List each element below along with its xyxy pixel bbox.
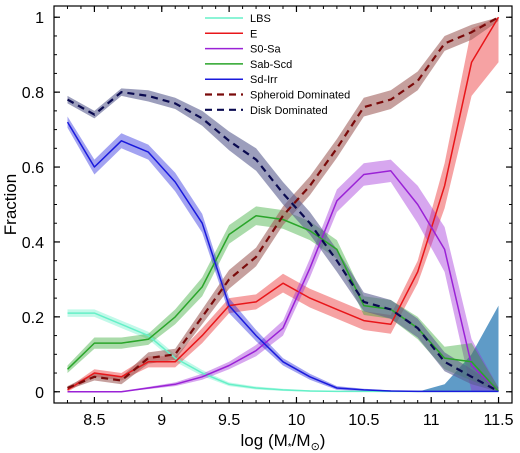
- x-tick-label: 11: [423, 412, 440, 429]
- x-axis-title-sub: *: [288, 442, 292, 453]
- y-tick-label: 0.8: [22, 85, 44, 102]
- legend-label: E: [250, 28, 257, 40]
- axis-ticks: 8.5 9 9.5 10 10.5 11 11.5 0 0.2 0.4 0.6 0.8 1: [22, 6, 514, 429]
- x-axis-title-sub: ⊙: [311, 441, 320, 453]
- series-line-s0-sa: [67, 170, 500, 393]
- x-tick-label: 8.5: [83, 412, 105, 429]
- legend-label: Disk Dominated: [250, 105, 328, 117]
- error-band-sd-irr: [67, 116, 499, 392]
- series-line-sd-irr: [66, 121, 499, 393]
- x-tick-label: 11.5: [484, 412, 514, 429]
- series-lines: [66, 16, 500, 393]
- y-tick-label: 0.4: [22, 235, 44, 252]
- x-axis-title-part: /M: [292, 431, 311, 450]
- legend-label: Spheroid Dominated: [250, 90, 350, 102]
- x-axis-title: log (M*/M⊙): [241, 431, 326, 453]
- x-axis-title-part: ): [320, 431, 326, 450]
- x-tick-label: 10.5: [348, 412, 379, 429]
- x-tick-label: 9.5: [218, 412, 240, 429]
- series-line-spheroid-dominated: [67, 16, 500, 390]
- y-tick-label: 0.6: [22, 160, 44, 177]
- legend-label: LBS: [250, 13, 271, 25]
- error-bands: [67, 17, 499, 392]
- plot-area: [66, 16, 500, 393]
- legend: LBS E S0-Sa Sab-Scd Sd-Irr Spheroid Dominated…: [205, 13, 350, 117]
- y-tick-label: 1: [35, 10, 44, 27]
- y-tick-label: 0: [35, 385, 44, 402]
- legend-label: Sd-Irr: [250, 74, 278, 86]
- x-tick-label: 10: [288, 412, 306, 429]
- error-band-disk-dominated: [67, 88, 499, 392]
- legend-label: Sab-Scd: [250, 59, 292, 71]
- x-tick-label: 9: [157, 412, 166, 429]
- series-line-disk-dominated: [66, 90, 500, 393]
- y-tick-label: 0.2: [22, 310, 44, 327]
- legend-label: S0-Sa: [250, 44, 281, 56]
- error-band-lbs: [67, 309, 499, 392]
- x-axis-title-part: log (M: [241, 431, 288, 450]
- y-axis-title: Fraction: [1, 174, 20, 235]
